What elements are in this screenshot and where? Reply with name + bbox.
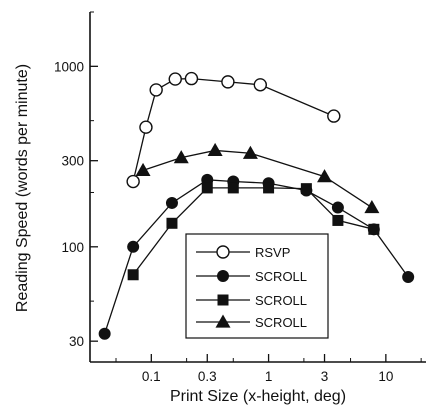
data-point <box>168 72 182 86</box>
data-point <box>242 145 258 159</box>
data-point <box>215 314 231 328</box>
data-point <box>135 162 151 177</box>
data-point <box>216 245 230 259</box>
series-line <box>104 179 409 334</box>
x-axis-title: Print Size (x-height, deg) <box>170 388 346 405</box>
data-point <box>217 270 229 282</box>
data-point <box>331 201 344 214</box>
data-point <box>300 183 312 195</box>
plot-series <box>98 71 415 340</box>
data-point <box>402 271 415 284</box>
series-line <box>132 77 335 182</box>
data-point <box>364 200 380 214</box>
y-tick-label: 100 <box>61 240 84 255</box>
x-tick-label: 10 <box>378 369 393 384</box>
legend-label: RSVP <box>255 245 290 260</box>
data-point <box>98 327 111 340</box>
y-tick-label: 30 <box>69 334 84 349</box>
legend-label: SCROLL <box>255 269 307 284</box>
series-line <box>142 149 373 209</box>
data-point <box>173 150 189 164</box>
legend-box <box>185 233 329 339</box>
data-point <box>227 182 239 194</box>
data-point <box>317 169 333 183</box>
data-point <box>126 174 140 189</box>
series-filled-square <box>127 182 380 281</box>
data-point <box>217 294 229 306</box>
data-point <box>139 120 153 134</box>
data-point <box>201 182 213 194</box>
x-tick-label: 1 <box>265 369 273 384</box>
y-tick-label: 300 <box>61 154 84 169</box>
data-point <box>221 75 235 89</box>
data-point <box>332 214 344 226</box>
data-point <box>253 78 268 92</box>
data-point <box>165 196 178 209</box>
data-point <box>207 142 223 157</box>
data-point <box>127 240 140 253</box>
x-ticks: 0.1 0.3 1 3 10 <box>89 354 422 384</box>
series-open-circle <box>126 71 341 189</box>
x-tick-label: 0.1 <box>142 369 161 384</box>
data-point <box>368 223 380 235</box>
legend: RSVP SCROLL SCROLL SCROLL <box>185 233 329 339</box>
data-point <box>127 269 139 281</box>
x-tick-label: 0.3 <box>198 369 217 384</box>
data-point <box>263 182 275 194</box>
y-tick-label: 1000 <box>54 59 84 74</box>
data-point <box>327 109 341 123</box>
y-ticks: 30 100 300 1000 <box>54 11 98 349</box>
data-point <box>149 83 163 97</box>
data-point <box>184 71 199 86</box>
x-tick-label: 3 <box>321 369 329 384</box>
legend-label: SCROLL <box>255 293 307 308</box>
data-point <box>166 217 178 229</box>
series-filled-triangle <box>135 142 380 214</box>
y-axis-title: Reading Speed (words per minute) <box>14 64 31 312</box>
legend-label: SCROLL <box>255 315 307 330</box>
